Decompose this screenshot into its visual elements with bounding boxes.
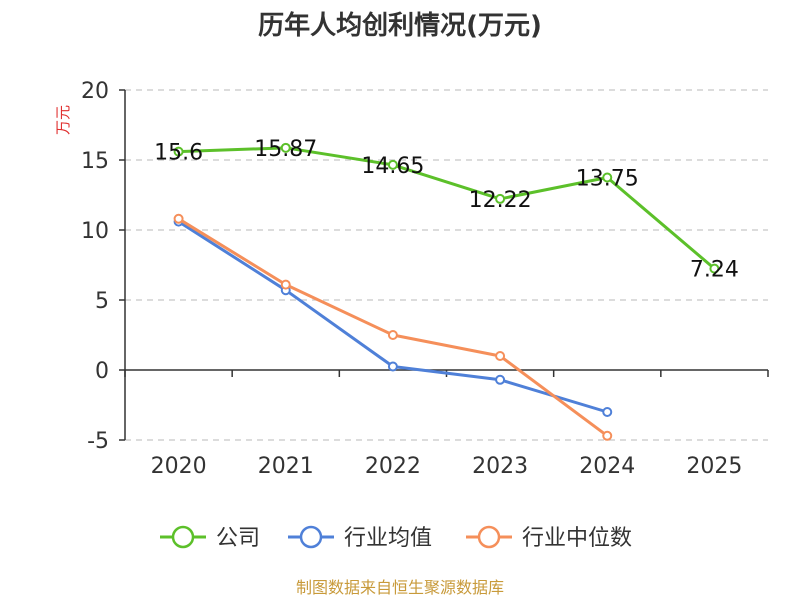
x-tick-label: 2024: [579, 454, 635, 479]
x-tick-label: 2020: [151, 454, 207, 479]
legend-marker-icon: [299, 525, 323, 549]
data-label: 12.22: [469, 188, 532, 213]
data-point[interactable]: [387, 159, 398, 170]
y-tick-label: 0: [95, 359, 109, 384]
series-0: [173, 142, 720, 274]
data-labels: 15.6 15.87 14.65 12.22 13.75 7.24: [154, 137, 739, 283]
data-point[interactable]: [173, 146, 184, 157]
legend-label: 公司: [216, 526, 260, 551]
y-axis-label: 万元: [54, 105, 72, 135]
data-point[interactable]: [495, 193, 506, 204]
legend-item-2[interactable]: 行业中位数: [466, 525, 632, 551]
series-group: [173, 142, 720, 441]
legend-marker-icon: [171, 525, 195, 549]
y-tick-label: 5: [95, 289, 109, 314]
data-label: 14.65: [361, 154, 424, 179]
legend-label: 行业均值: [344, 526, 432, 551]
x-tick-label: 2022: [365, 454, 421, 479]
data-point[interactable]: [602, 430, 613, 441]
data-point[interactable]: [602, 407, 613, 417]
legend-label: 行业中位数: [522, 526, 632, 551]
data-point[interactable]: [387, 361, 398, 372]
series-line: [177, 217, 609, 438]
data-label: 7.24: [690, 258, 739, 283]
data-point[interactable]: [602, 172, 613, 183]
data-label: 15.87: [254, 137, 317, 162]
series-2: [173, 213, 613, 441]
grid: [125, 89, 768, 441]
y-tick-label: 10: [81, 219, 109, 244]
data-point[interactable]: [495, 374, 506, 385]
series-line: [177, 220, 608, 414]
data-point[interactable]: [709, 263, 720, 274]
series-line: [178, 146, 716, 270]
data-label: 13.75: [576, 167, 639, 192]
data-label: 15.6: [154, 141, 203, 166]
data-point[interactable]: [387, 330, 398, 340]
legend[interactable]: 公司 行业均值 行业中位数: [160, 525, 632, 551]
series-1: [173, 216, 613, 417]
legend-item-0[interactable]: 公司: [160, 525, 260, 551]
y-tick-label: 15: [81, 149, 109, 174]
legend-marker-icon: [477, 525, 501, 549]
data-point[interactable]: [280, 279, 291, 290]
data-point[interactable]: [173, 213, 184, 224]
source-note: 制图数据来自恒生聚源数据库: [296, 578, 504, 597]
data-point[interactable]: [280, 142, 291, 153]
x-tick-label: 2023: [472, 454, 528, 479]
y-tick-label: 20: [81, 79, 109, 104]
chart-title: 历年人均创利情况(万元): [258, 10, 542, 41]
x-tick-label: 2025: [686, 454, 742, 479]
legend-item-1[interactable]: 行业均值: [288, 525, 432, 551]
data-point[interactable]: [495, 351, 506, 361]
y-tick-label: -5: [87, 429, 109, 454]
x-tick-label: 2021: [258, 454, 314, 479]
